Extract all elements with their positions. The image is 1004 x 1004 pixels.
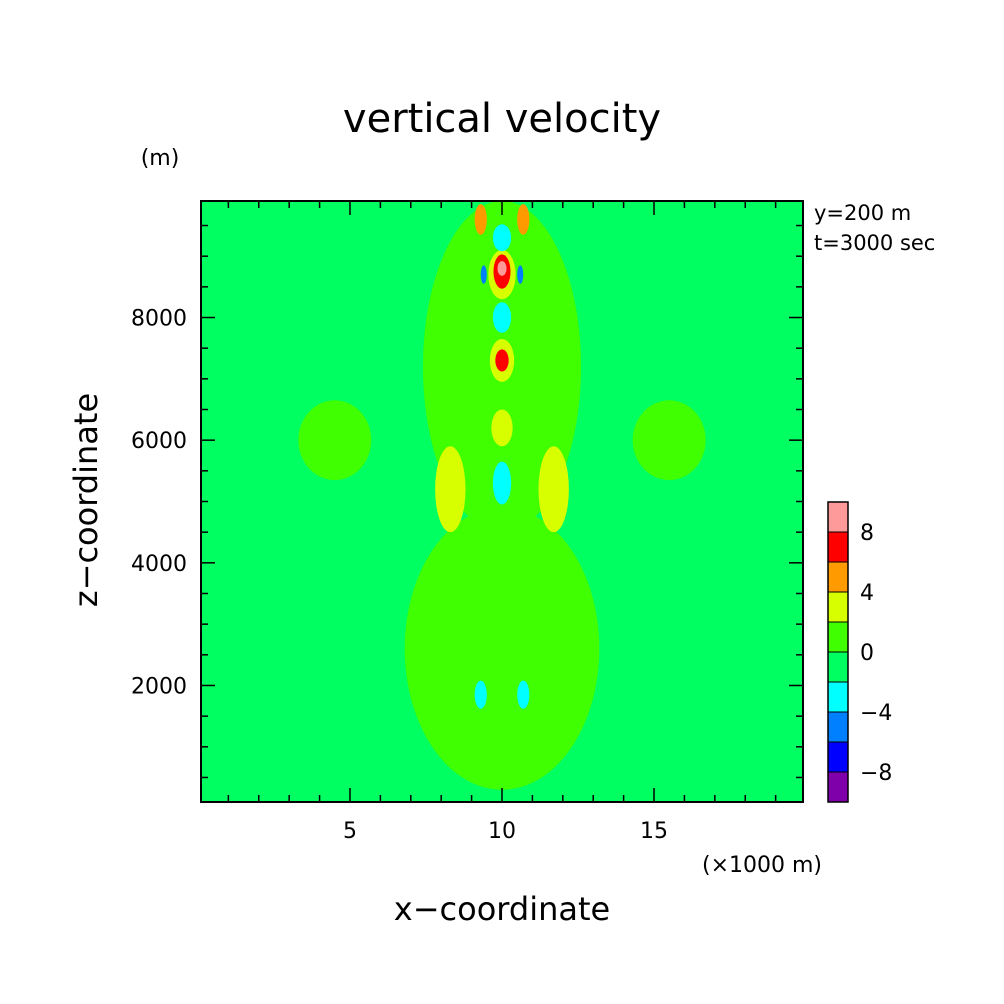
colorbar-tick-label: 4 xyxy=(860,581,874,606)
colorbar-swatch xyxy=(827,651,849,683)
x-tick-label: 15 xyxy=(640,819,668,844)
annotation-y: y=200 m xyxy=(814,201,911,225)
colorbar-swatch xyxy=(827,531,849,563)
field-region-12 xyxy=(495,349,509,372)
field-region-17 xyxy=(474,680,487,709)
y-tick-label: 2000 xyxy=(131,674,187,699)
colorbar-swatch xyxy=(827,771,849,803)
colorbar-tick-label: −8 xyxy=(860,761,892,786)
field-region-4 xyxy=(435,446,466,533)
y-unit-label: (m) xyxy=(141,146,180,171)
colorbar-swatch xyxy=(827,591,849,623)
field-region-8 xyxy=(491,409,513,447)
y-tick-label: 6000 xyxy=(131,429,187,454)
field-region-19 xyxy=(480,265,487,284)
field-region-3 xyxy=(632,400,706,481)
colorbar: 8 4 0 −4 −8 xyxy=(827,501,892,803)
field-region-14 xyxy=(492,224,512,252)
field-region-5 xyxy=(538,446,569,533)
axes: 5 10 15 2000 4000 6000 8000 xyxy=(131,200,804,844)
colorbar-swatch xyxy=(827,561,849,593)
x-tick-label: 10 xyxy=(488,819,516,844)
field-region-20 xyxy=(517,265,524,284)
field-region-2 xyxy=(298,400,372,481)
field-region-1 xyxy=(404,507,600,790)
colorbar-swatch xyxy=(827,711,849,743)
chart-title: vertical velocity xyxy=(343,96,661,142)
y-tick-label: 4000 xyxy=(131,552,187,577)
x-tick-label: 5 xyxy=(343,819,357,844)
colorbar-swatch xyxy=(827,621,849,653)
field-region-10 xyxy=(517,204,530,235)
colorbar-swatch xyxy=(827,681,849,713)
colorbar-tick-label: 8 xyxy=(860,521,874,546)
y-tick-label: 8000 xyxy=(131,307,187,332)
field-clip-group xyxy=(201,201,803,802)
field-region-16 xyxy=(492,461,512,505)
y-axis-label: z−coordinate xyxy=(67,393,105,607)
x-axis-label: x−coordinate xyxy=(394,890,610,928)
field-region-18 xyxy=(517,680,530,709)
contour-field xyxy=(201,201,803,802)
field-region-15 xyxy=(492,302,512,333)
colorbar-swatch xyxy=(827,501,849,533)
x-unit-label: (×1000 m) xyxy=(702,853,822,878)
field-region-9 xyxy=(474,204,487,235)
field-region-13 xyxy=(497,261,507,276)
colorbar-tick-label: −4 xyxy=(860,701,892,726)
annotation-t: t=3000 sec xyxy=(814,231,935,255)
colorbar-frame xyxy=(827,501,849,803)
colorbar-tick-label: 0 xyxy=(860,641,874,666)
colorbar-swatch xyxy=(827,741,849,773)
